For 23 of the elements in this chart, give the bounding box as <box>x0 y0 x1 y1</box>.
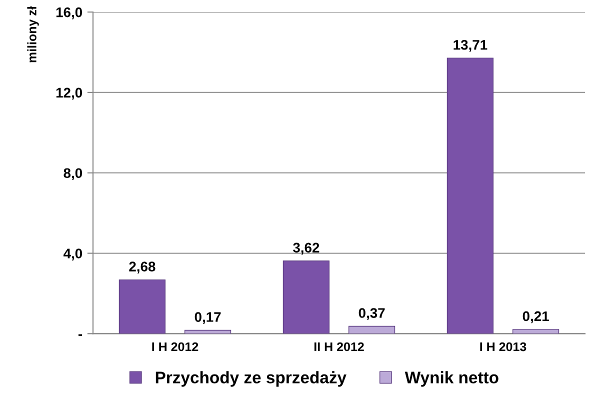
data-label: 0,37 <box>358 308 385 320</box>
bar <box>282 260 330 334</box>
legend-label: Wynik netto <box>404 371 498 387</box>
x-tick-label: I H 2012 <box>152 342 198 352</box>
data-label: 0,17 <box>194 312 221 324</box>
bar <box>446 58 494 334</box>
bar <box>118 279 166 334</box>
data-label: 0,21 <box>522 311 549 324</box>
x-tick-label: II H 2012 <box>314 342 364 352</box>
y-tick-label: 16,0 <box>56 7 82 20</box>
data-label: 2,68 <box>129 262 156 274</box>
y-tick-label: 4,0 <box>63 248 82 260</box>
y-tick-label: - <box>78 334 82 336</box>
bar <box>512 329 560 334</box>
y-tick-label: 12,0 <box>56 88 82 100</box>
legend-label: Przychody ze sprzedaży <box>156 371 346 387</box>
y-tick-label: 8,0 <box>64 168 82 180</box>
y-axis-title: miliony zł <box>27 6 39 62</box>
data-label: 3,62 <box>293 242 320 255</box>
bar <box>184 330 232 334</box>
bar <box>348 326 396 334</box>
data-label: 13,71 <box>454 40 488 52</box>
x-tick-label: I H 2013 <box>480 342 526 352</box>
